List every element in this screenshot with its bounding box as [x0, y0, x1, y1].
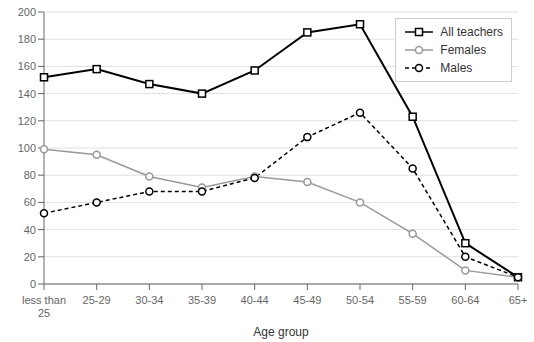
svg-text:Age group: Age group — [253, 325, 309, 339]
svg-text:140: 140 — [18, 88, 36, 100]
svg-text:50-54: 50-54 — [346, 294, 374, 306]
svg-text:40: 40 — [24, 224, 36, 236]
svg-text:45-49: 45-49 — [293, 294, 321, 306]
svg-text:less than25: less than25 — [22, 294, 66, 319]
svg-text:20: 20 — [24, 251, 36, 263]
svg-text:65+: 65+ — [509, 294, 526, 306]
svg-text:180: 180 — [18, 33, 36, 45]
html-text:Females: Females — [440, 43, 487, 57]
svg-text:30-34: 30-34 — [135, 294, 163, 306]
svg-text:35-39: 35-39 — [188, 294, 216, 306]
svg-text:0: 0 — [30, 278, 36, 290]
svg-text:60-64: 60-64 — [451, 294, 479, 306]
svg-text:200: 200 — [18, 6, 36, 18]
svg-text:100: 100 — [18, 142, 36, 154]
svg-text:120: 120 — [18, 115, 36, 127]
svg-text:40-44: 40-44 — [241, 294, 269, 306]
svg-text:160: 160 — [18, 60, 36, 72]
svg-text:25-29: 25-29 — [83, 294, 111, 306]
html-text:Males: Males — [440, 61, 473, 75]
svg-text:60: 60 — [24, 196, 36, 208]
svg-text:55-59: 55-59 — [399, 294, 427, 306]
html-text:All teachers: All teachers — [440, 25, 503, 39]
svg-text:80: 80 — [24, 169, 36, 181]
